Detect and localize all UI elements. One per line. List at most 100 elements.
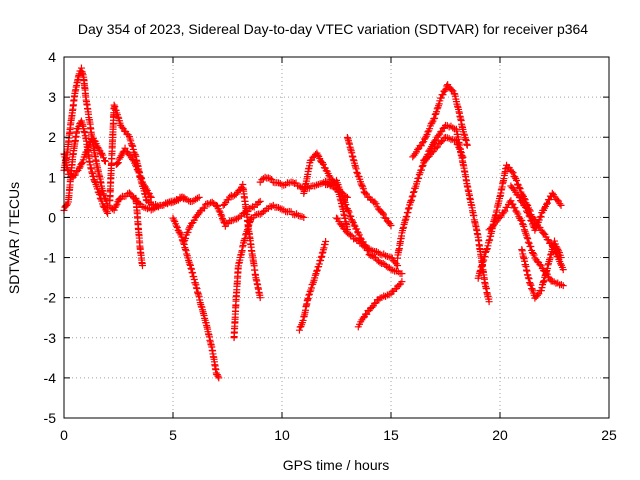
data-point (182, 234, 190, 242)
y-tick-label: 4 (48, 49, 56, 65)
data-point (95, 145, 103, 153)
data-point (256, 294, 264, 302)
data-point (181, 244, 189, 252)
plot-frame (63, 56, 610, 419)
y-tick-label: -4 (44, 370, 57, 386)
data-point (529, 249, 537, 257)
data-point (129, 156, 137, 164)
data-point (429, 148, 437, 156)
data-point (513, 177, 521, 185)
data-point (559, 282, 567, 290)
x-tick-label: 5 (169, 427, 177, 443)
data-point (137, 174, 145, 182)
data-point (348, 216, 356, 224)
data-point (70, 172, 78, 180)
data-point (408, 193, 416, 201)
data-point (344, 207, 352, 215)
data-point (242, 231, 250, 239)
y-axis-label: SDTVAR / TECUs (6, 182, 22, 294)
data-point (348, 217, 356, 225)
data-point (91, 177, 99, 185)
data-point (304, 294, 312, 302)
data-point (186, 223, 194, 231)
data-point (418, 139, 426, 147)
series-track-9 (230, 201, 308, 342)
data-point (537, 212, 545, 220)
data-point (217, 211, 225, 219)
data-point (415, 174, 423, 182)
data-point (536, 213, 544, 221)
data-point (114, 113, 122, 121)
data-point (363, 310, 371, 318)
chart-title: Day 354 of 2023, Sidereal Day-to-day VTE… (78, 21, 588, 37)
data-point (501, 207, 509, 215)
data-point (101, 157, 109, 165)
data-point (319, 160, 327, 168)
data-point (557, 260, 565, 268)
series-track-15 (333, 214, 402, 270)
series-track-13 (300, 149, 351, 233)
data-point (214, 372, 222, 380)
data-point (543, 200, 551, 208)
data-point (368, 303, 376, 311)
data-point (554, 245, 562, 253)
data-point (213, 371, 221, 379)
data-point (116, 153, 124, 161)
data-point (146, 192, 154, 200)
data-point (98, 149, 106, 157)
data-point (520, 226, 528, 234)
data-point (528, 285, 536, 293)
data-point (170, 216, 178, 224)
data-point (71, 171, 79, 179)
data-point (559, 266, 567, 274)
data-point (86, 139, 94, 147)
data-point (382, 292, 390, 300)
data-point (477, 266, 485, 274)
data-point (424, 128, 432, 136)
x-axis-label: GPS time / hours (283, 457, 390, 473)
data-point (524, 235, 532, 243)
data-point (114, 159, 122, 167)
data-point (376, 259, 384, 267)
data-point (435, 100, 443, 108)
data-point (305, 291, 313, 299)
data-point (311, 271, 319, 279)
data-point (556, 200, 564, 208)
data-point (142, 185, 150, 193)
data-point (481, 253, 489, 261)
data-point (382, 262, 390, 270)
data-point (338, 191, 346, 199)
data-point (289, 178, 297, 186)
data-point (441, 87, 449, 95)
data-point (479, 258, 487, 266)
data-point (186, 260, 194, 268)
data-point (118, 123, 126, 131)
data-point (408, 196, 416, 204)
data-point (409, 188, 417, 196)
data-point (463, 141, 471, 149)
data-point (256, 197, 264, 205)
series-track-10 (219, 180, 264, 302)
data-point (484, 242, 492, 250)
data-point (276, 180, 284, 188)
data-point (184, 228, 192, 236)
data-point (129, 142, 137, 150)
data-point (295, 326, 303, 334)
data-point (458, 152, 466, 160)
data-point (518, 216, 526, 224)
data-point (557, 201, 565, 209)
y-tick-label: 2 (48, 129, 56, 145)
data-points (60, 64, 567, 382)
data-point (508, 167, 516, 175)
data-point (358, 182, 366, 190)
y-tick-label: 1 (48, 169, 56, 185)
data-point (553, 244, 561, 252)
data-point (511, 204, 519, 212)
data-point (132, 161, 140, 169)
data-point (428, 149, 436, 157)
data-point (398, 270, 406, 278)
data-point (103, 208, 111, 216)
data-point (113, 160, 121, 168)
data-point (371, 198, 379, 206)
data-point (421, 134, 429, 142)
